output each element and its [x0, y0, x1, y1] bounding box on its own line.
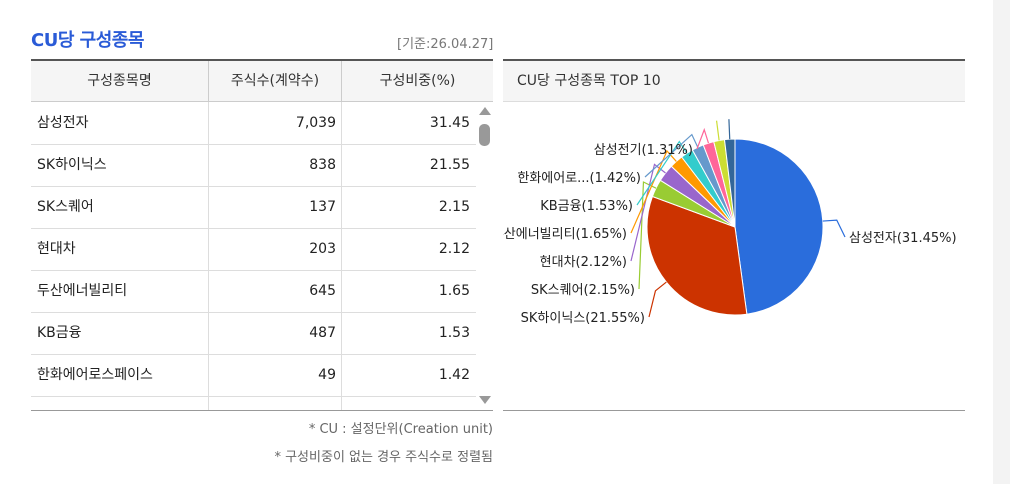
- header-weight: 구성비중(%): [379, 73, 456, 89]
- page-scroll-strip: [993, 0, 1010, 484]
- cell-weight: 1.42: [438, 367, 470, 383]
- leader-line: [696, 127, 710, 150]
- leader-line: [715, 120, 720, 141]
- table-scrollbar[interactable]: [476, 102, 493, 410]
- cell-shares: 487: [309, 325, 336, 341]
- note-sort: * 구성비중이 없는 경우 주식수로 정렬됨: [274, 450, 493, 465]
- header-divider: [208, 61, 209, 101]
- scroll-thumb[interactable]: [479, 124, 490, 146]
- table-row: KB금융 487 1.53: [31, 312, 476, 355]
- cell-weight: 1.53: [438, 325, 470, 341]
- cell-shares: 49: [318, 367, 336, 383]
- cell-shares: 838: [309, 157, 336, 173]
- scroll-up-icon[interactable]: [479, 107, 491, 115]
- cell-weight: 2.12: [438, 241, 470, 257]
- cell-name: SK하이닉스: [37, 157, 107, 173]
- table-bottom-border: [31, 410, 493, 411]
- leader-line: [636, 140, 688, 206]
- slice-label: 현대차(2.12%): [540, 255, 627, 270]
- leader-line: [630, 149, 677, 234]
- slice-label: KB금융(1.53%): [540, 199, 633, 214]
- chart-header: CU당 구성종목 TOP 10: [503, 61, 965, 102]
- column-divider: [208, 102, 209, 410]
- slice-label: SK스퀘어(2.15%): [531, 283, 635, 298]
- table-row: 두산에너빌리티 645 1.65: [31, 270, 476, 313]
- cell-shares: [209, 396, 336, 410]
- scroll-down-icon[interactable]: [479, 396, 491, 404]
- header-shares: 주식수(계약수): [230, 73, 320, 89]
- table-body: 삼성전자 7,039 31.45 SK하이닉스 838 21.55 SK스퀘어 …: [31, 102, 476, 410]
- cell-weight: 1.65: [438, 283, 470, 299]
- slice-label: SK하이닉스(21.55%): [521, 311, 645, 326]
- table-top-border: [31, 59, 493, 61]
- cell-weight: [342, 396, 470, 410]
- table-row: 현대차 203 2.12: [31, 228, 476, 271]
- cell-name: 한화에어로스페이스: [37, 367, 153, 383]
- header-name: 구성종목명: [87, 73, 152, 89]
- table-row: SK하이닉스 838 21.55: [31, 144, 476, 187]
- chart-title: CU당 구성종목 TOP 10: [517, 73, 661, 89]
- table-row: [31, 396, 476, 410]
- leader-line: [822, 219, 846, 238]
- cell-shares: 203: [309, 241, 336, 257]
- header-divider: [341, 61, 342, 101]
- slice-label: 한화에어로...(1.42%): [517, 171, 641, 186]
- section-title: CU당 구성종목: [31, 30, 144, 51]
- note-cu: * CU : 설정단위(Creation unit): [308, 422, 493, 437]
- cell-weight: 21.55: [429, 157, 470, 173]
- cell-name: 삼성전자: [37, 115, 89, 131]
- slice-label: 삼성전기(1.31%): [594, 143, 693, 158]
- cell-name: KB금융: [37, 325, 82, 341]
- basis-date: [기준:26.04.27]: [397, 37, 494, 52]
- leader-line: [648, 281, 667, 318]
- slice-label: 삼성전자(31.45%): [849, 231, 957, 246]
- pie-slice[interactable]: [723, 138, 736, 228]
- leader-line: [728, 119, 731, 140]
- cell-weight: 2.15: [438, 199, 470, 215]
- table-header: 구성종목명 주식수(계약수) 구성비중(%): [31, 61, 493, 102]
- pie-slice[interactable]: [734, 138, 824, 315]
- cell-shares: 7,039: [295, 115, 336, 131]
- chart-top-border: [503, 59, 965, 61]
- cell-shares: 137: [309, 199, 336, 215]
- cell-name: 현대차: [37, 241, 76, 257]
- table-row: 한화에어로스페이스 49 1.42: [31, 354, 476, 397]
- leader-line: [644, 133, 699, 178]
- cell-shares: 645: [309, 283, 336, 299]
- column-divider: [341, 102, 342, 410]
- table-row: SK스퀘어 137 2.15: [31, 186, 476, 229]
- slice-label: 두산에너빌리티(1.65%): [503, 227, 627, 242]
- cell-name: 두산에너빌리티: [37, 283, 128, 299]
- cell-name: SK스퀘어: [37, 199, 94, 215]
- cell-weight: 31.45: [429, 115, 470, 131]
- table-row: 삼성전자 7,039 31.45: [31, 102, 476, 145]
- leader-line: [630, 163, 666, 262]
- pie-chart: 삼성전자(31.45%) SK하이닉스(21.55%) SK스퀘어(2.15%) 현대…: [503, 119, 957, 326]
- chart-bottom-border: [503, 410, 965, 411]
